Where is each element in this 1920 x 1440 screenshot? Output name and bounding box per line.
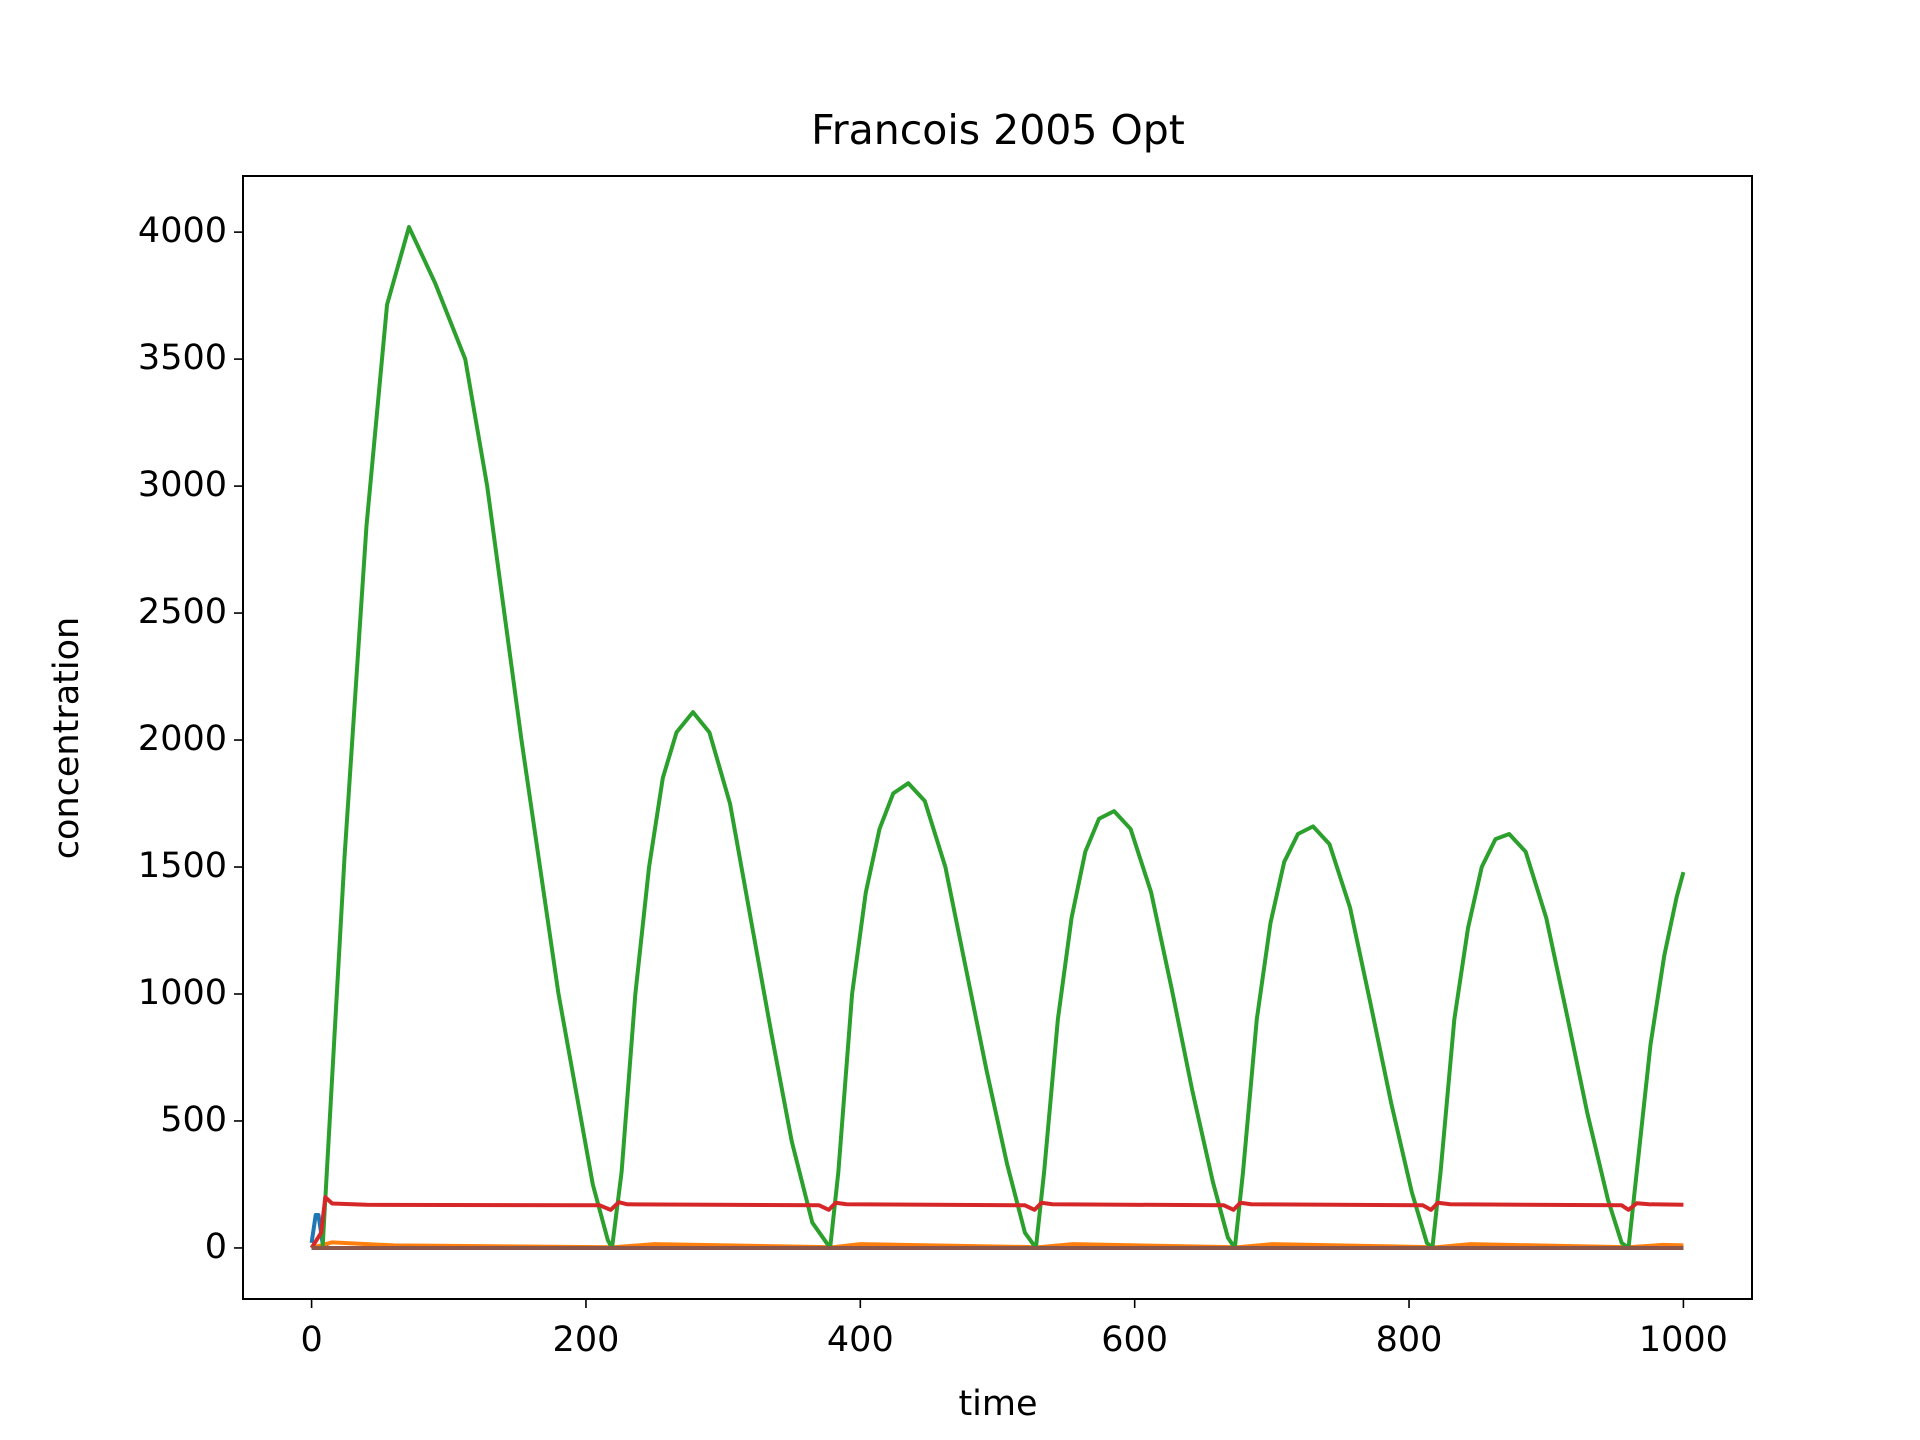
y-tick-label: 2500 bbox=[138, 592, 227, 632]
series-line bbox=[311, 225, 1686, 1250]
y-tick-label: 0 bbox=[205, 1227, 227, 1267]
plot-area bbox=[309, 225, 1686, 1250]
chart-title: Francois 2005 Opt bbox=[811, 106, 1185, 154]
x-tick-label: 600 bbox=[1101, 1320, 1168, 1360]
x-tick-label: 200 bbox=[553, 1320, 620, 1360]
x-tick-label: 1000 bbox=[1639, 1320, 1728, 1360]
x-tick-label: 0 bbox=[300, 1320, 322, 1360]
x-tick-label: 800 bbox=[1376, 1320, 1443, 1360]
y-tick-label: 1500 bbox=[138, 846, 227, 886]
y-tick-label: 3000 bbox=[138, 465, 227, 505]
series-line bbox=[309, 1195, 1684, 1250]
x-axis-label: time bbox=[958, 1384, 1037, 1424]
y-tick-label: 4000 bbox=[138, 211, 227, 251]
y-axis-label: concentration bbox=[47, 617, 87, 859]
axes-frame bbox=[242, 175, 1753, 1300]
y-tick-label: 3500 bbox=[138, 338, 227, 378]
x-tick-label: 400 bbox=[827, 1320, 894, 1360]
y-tick-label: 1000 bbox=[138, 973, 227, 1013]
y-tick-label: 500 bbox=[160, 1100, 227, 1140]
y-tick-label: 2000 bbox=[138, 719, 227, 759]
